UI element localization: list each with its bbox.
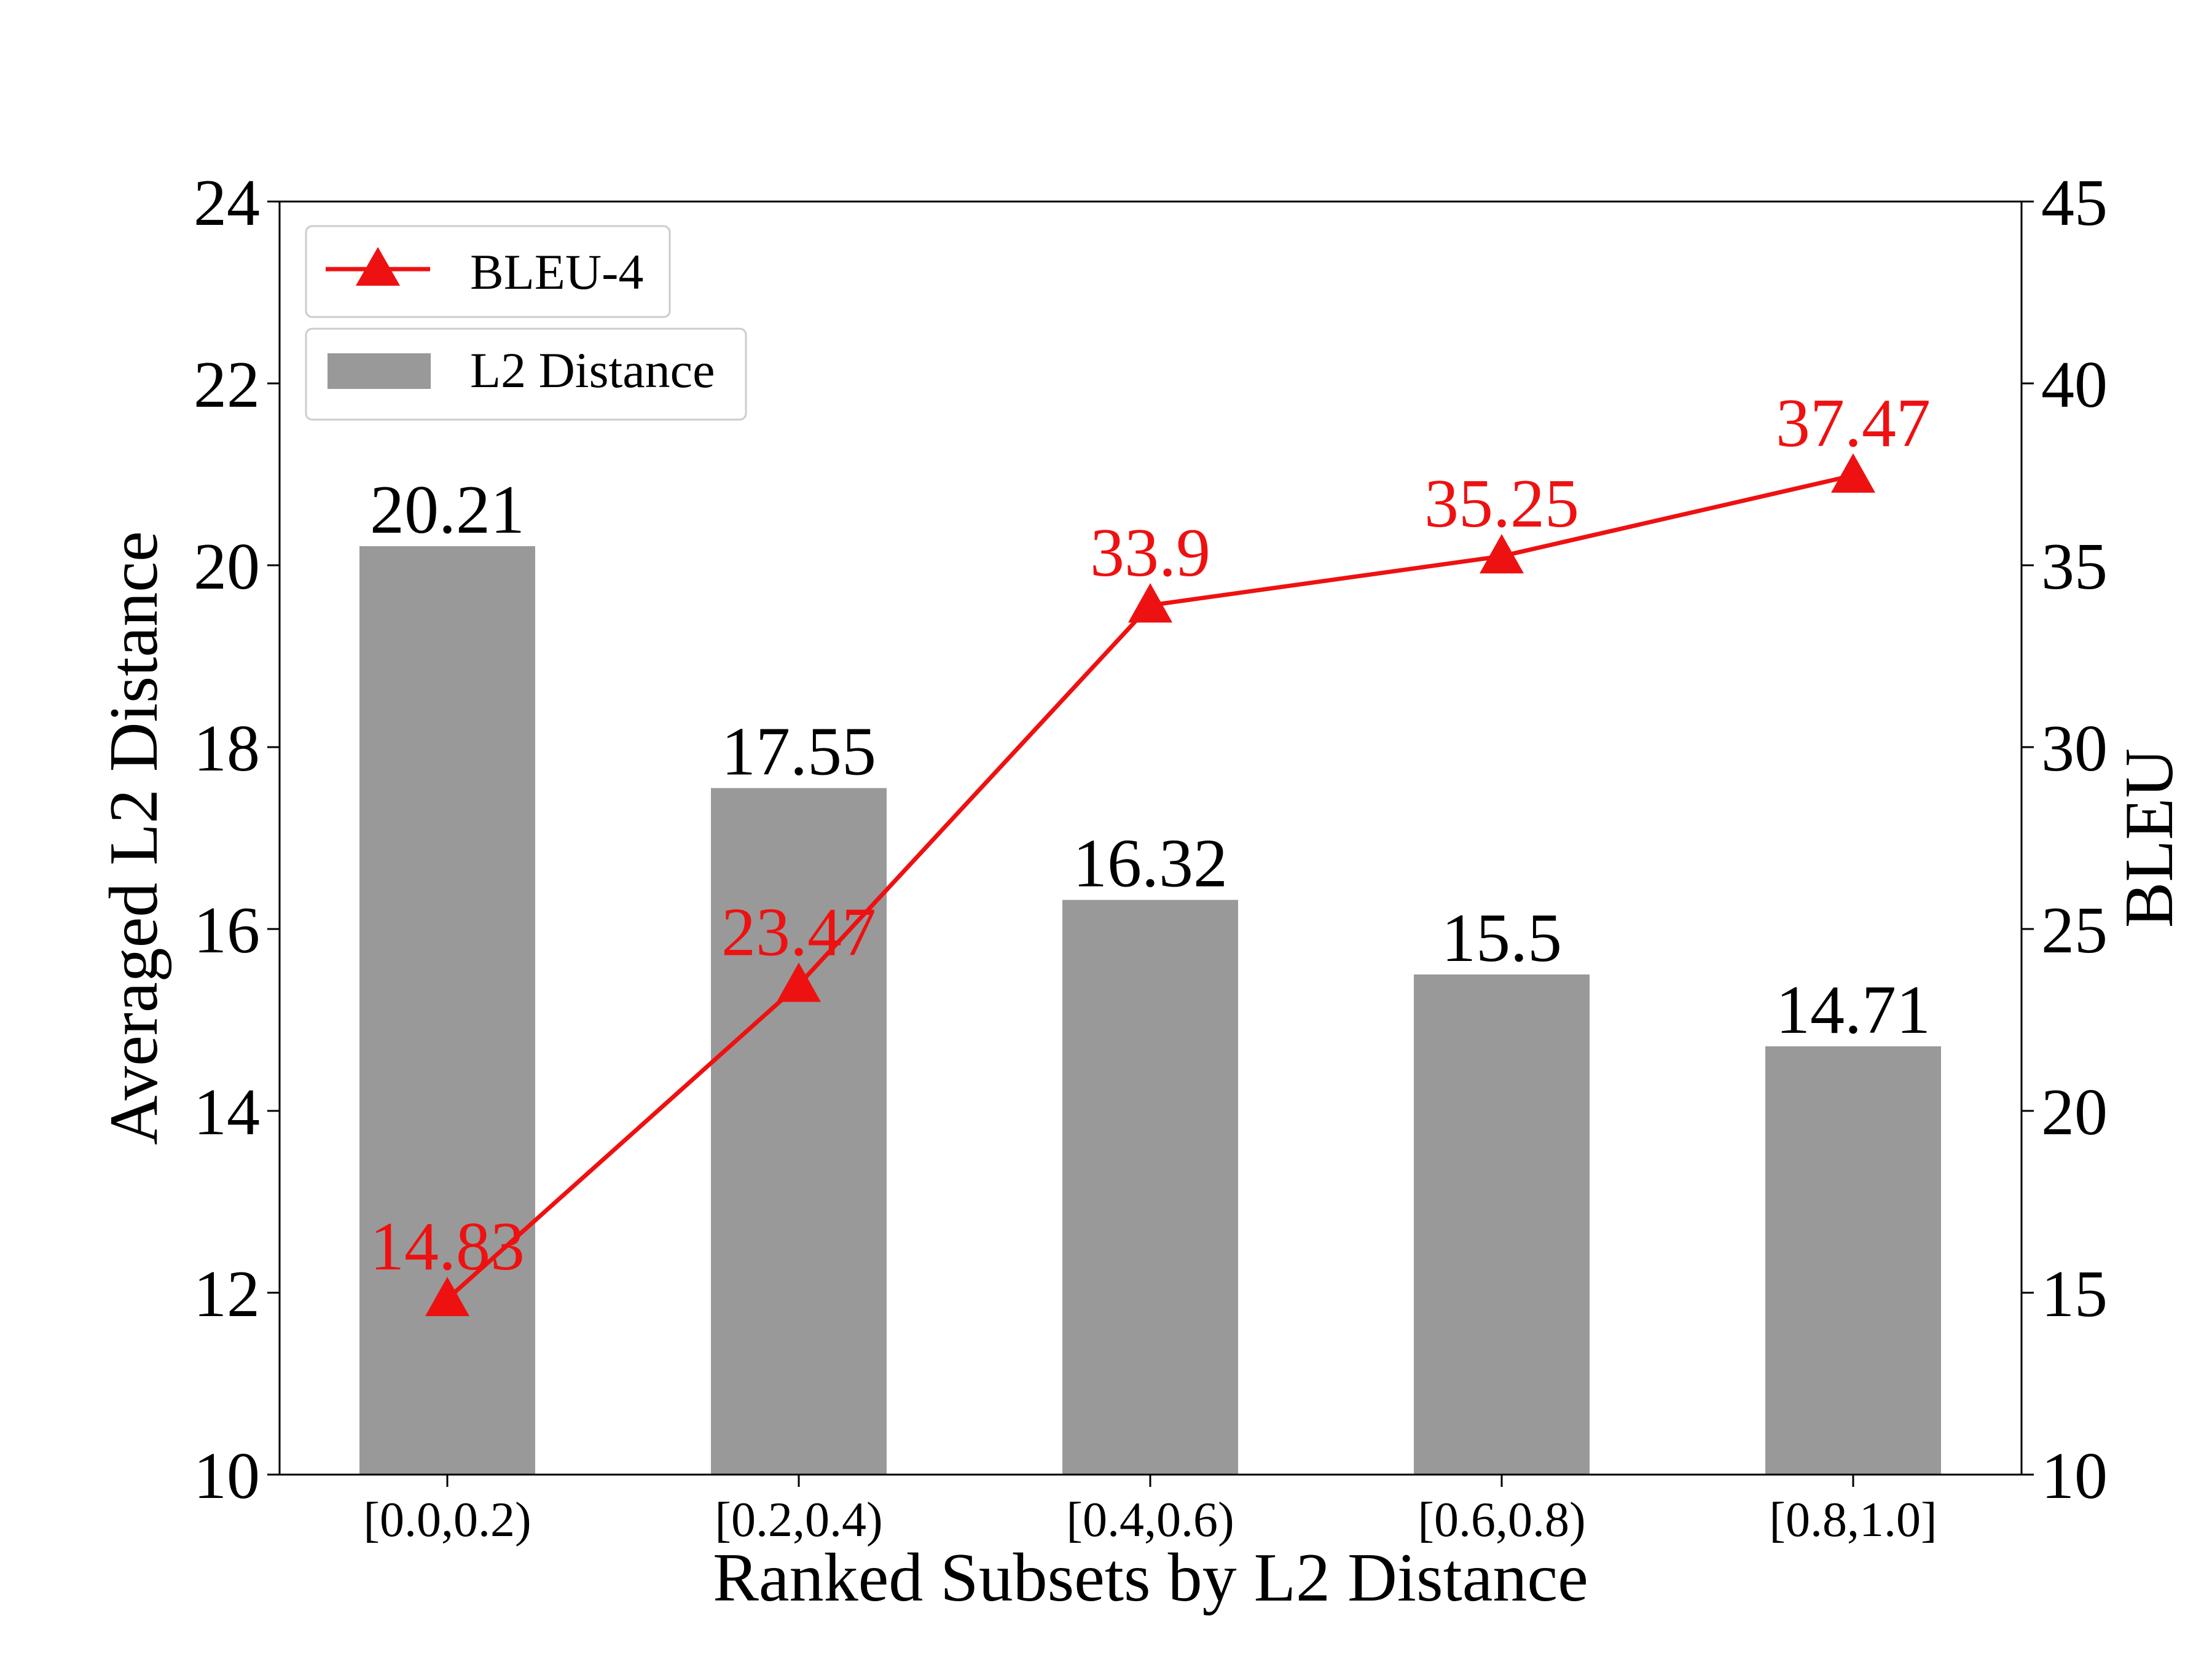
left-tick-label: 22: [194, 348, 260, 421]
bars-layer: [359, 546, 1941, 1475]
legend-label-bleu: BLEU-4: [470, 244, 643, 300]
legend-label-l2: L2 Distance: [470, 342, 715, 398]
bleu-value-label: 23.47: [721, 895, 876, 971]
line-layer: [425, 453, 1875, 1317]
left-tick-label: 24: [194, 167, 260, 240]
y-axis-title-right: BLEU: [2111, 748, 2187, 928]
left-tick-label: 10: [194, 1440, 260, 1513]
bar-value-label: 16.32: [1073, 826, 1228, 902]
x-tick-label: [0.8,1.0]: [1769, 1493, 1937, 1547]
bleu-value-label: 14.83: [370, 1209, 525, 1285]
legend-box-l2: [305, 327, 747, 421]
bar: [711, 788, 887, 1475]
legend: BLEU-4 L2 Distance: [305, 225, 747, 421]
bar: [1062, 900, 1238, 1475]
x-tick-label: [0.0,0.2): [363, 1493, 531, 1547]
bar-value-label: 17.55: [721, 714, 876, 790]
left-tick-label: 18: [194, 712, 260, 785]
right-tick-label: 40: [2041, 348, 2108, 421]
bar: [1414, 974, 1590, 1475]
x-tick-label: [0.2,0.4): [715, 1493, 882, 1547]
right-tick-label: 20: [2041, 1076, 2108, 1149]
bleu-value-label: 35.25: [1424, 466, 1579, 542]
left-tick-label: 14: [194, 1076, 260, 1149]
bleu-value-label: 37.47: [1776, 385, 1931, 461]
y-axis-title-left: Averaged L2 Distance: [96, 531, 172, 1145]
bar: [1765, 1046, 1941, 1475]
legend-marker-swatch: [356, 247, 400, 286]
right-tick-label: 15: [2041, 1258, 2108, 1331]
bleu-marker: [1128, 583, 1172, 623]
bleu-marker: [777, 962, 821, 1002]
bar-value-label: 20.21: [370, 472, 525, 548]
bleu-marker: [1480, 534, 1524, 574]
left-tick-label: 16: [194, 894, 260, 967]
right-tick-label: 45: [2041, 167, 2108, 240]
bar-value-label: 15.5: [1441, 900, 1562, 976]
bleu-value-label: 33.9: [1090, 515, 1210, 591]
axes-layer: 10 12 14 16 18 20 22 24 10 15 20 25 30 35 40 45 [0.0,0.2…: [96, 167, 2187, 1616]
bleu-marker: [425, 1277, 469, 1317]
legend-bar-swatch: [327, 353, 431, 389]
bar: [359, 546, 535, 1475]
right-tick-label: 30: [2041, 712, 2108, 785]
right-tick-label: 25: [2041, 894, 2108, 967]
x-tick-label: [0.6,0.8): [1418, 1493, 1585, 1547]
x-tick-label: [0.4,0.6): [1066, 1493, 1234, 1547]
labels-layer: 20.21 17.55 16.32 15.5 14.71 14.83 23.47 33.9 35…: [370, 385, 1931, 1285]
x-axis-title: Ranked Subsets by L2 Distance: [713, 1540, 1588, 1616]
legend-box-bleu: [305, 225, 671, 318]
right-tick-label: 10: [2041, 1440, 2108, 1513]
bar-value-label: 14.71: [1776, 972, 1931, 1048]
bleu-marker: [1831, 453, 1875, 493]
left-tick-label: 12: [194, 1258, 260, 1331]
right-tick-label: 35: [2041, 530, 2108, 603]
left-tick-label: 20: [194, 530, 260, 603]
